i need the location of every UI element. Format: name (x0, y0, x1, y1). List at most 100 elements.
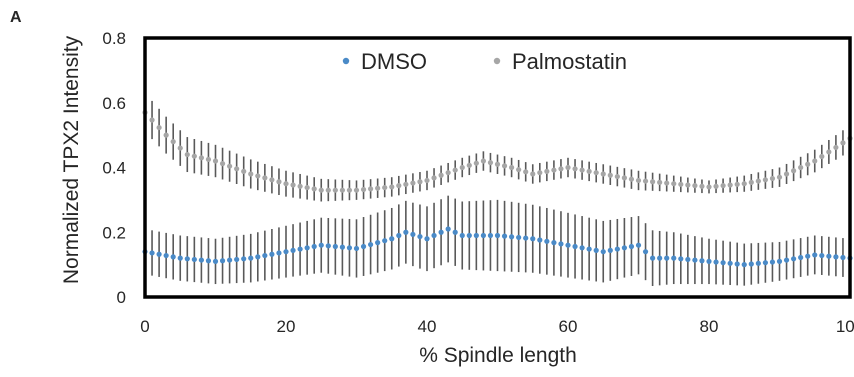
data-point (198, 257, 204, 263)
data-point (255, 254, 261, 260)
data-point (424, 236, 430, 242)
data-point (466, 232, 472, 239)
data-point (755, 260, 761, 266)
data-point (544, 238, 550, 244)
data-point (332, 187, 338, 193)
data-point (523, 235, 529, 241)
data-point (509, 234, 515, 240)
data-point (431, 232, 437, 239)
data-point (614, 173, 620, 180)
x-tick-label: 80 (700, 317, 719, 336)
data-point (149, 117, 155, 123)
data-point (600, 171, 606, 177)
data-point (403, 229, 409, 235)
data-point (424, 177, 430, 184)
data-point (642, 249, 649, 255)
data-point (156, 251, 162, 257)
data-point (530, 236, 536, 242)
data-point (290, 247, 296, 253)
data-point (805, 161, 811, 167)
data-point (607, 247, 613, 253)
data-point (170, 139, 176, 145)
series-palmostatin (142, 93, 853, 202)
data-point (776, 258, 783, 264)
data-point (678, 256, 684, 262)
data-point (368, 241, 374, 248)
data-point (283, 181, 289, 187)
data-point (438, 229, 444, 235)
data-point (819, 252, 825, 259)
data-point (812, 158, 818, 164)
data-point (234, 256, 240, 263)
data-point (509, 164, 515, 171)
data-point (607, 172, 613, 178)
data-point (346, 245, 353, 251)
data-point (586, 168, 592, 174)
legend: DMSO Palmostatin (342, 49, 627, 74)
x-tick-label: 0 (140, 317, 149, 336)
data-point (579, 245, 585, 251)
data-point (516, 167, 522, 173)
data-point (501, 233, 508, 239)
data-point (219, 161, 226, 167)
data-point (311, 243, 317, 250)
data-point (156, 124, 162, 131)
y-tick-label: 0 (117, 288, 126, 307)
data-point (269, 251, 275, 257)
data-point (459, 232, 465, 239)
data-point (438, 172, 444, 178)
data-point (170, 254, 176, 260)
data-point (311, 186, 317, 192)
data-point (389, 184, 395, 190)
data-point (177, 145, 183, 151)
panel-label: A (10, 9, 22, 26)
data-point (494, 161, 501, 167)
data-point (353, 187, 360, 193)
data-point (466, 162, 472, 168)
data-point (473, 160, 479, 166)
data-point (452, 229, 458, 235)
data-point (650, 255, 656, 261)
data-point (805, 253, 811, 259)
data-point (459, 164, 465, 171)
data-point (191, 153, 197, 159)
data-point (360, 243, 367, 250)
data-point (755, 178, 761, 184)
data-point (523, 169, 529, 175)
data-point (840, 140, 846, 146)
data-point (565, 242, 571, 248)
data-point (762, 260, 769, 266)
data-point (692, 183, 698, 189)
data-point (375, 240, 381, 246)
data-point (177, 255, 183, 261)
data-point (826, 149, 832, 155)
data-point (473, 232, 479, 239)
data-point (389, 236, 395, 242)
data-point (318, 242, 324, 248)
data-point (544, 168, 550, 174)
data-point (650, 179, 656, 185)
data-point (798, 164, 804, 171)
data-point (241, 168, 247, 174)
data-point (600, 249, 606, 255)
data-point (635, 177, 642, 184)
data-point (396, 232, 402, 239)
data-point (325, 187, 331, 193)
data-point (480, 232, 486, 239)
data-point (664, 180, 670, 186)
data-point (304, 184, 310, 191)
plot-frame (143, 36, 852, 299)
data-point (537, 170, 543, 176)
data-point (227, 257, 233, 263)
data-point (621, 175, 628, 181)
data-point (614, 246, 620, 252)
data-point (833, 144, 839, 151)
data-point (727, 182, 733, 188)
x-axis-title: % Spindle length (419, 344, 577, 367)
data-point (248, 255, 254, 261)
data-point (657, 179, 663, 185)
data-point (593, 170, 599, 176)
data-point (241, 256, 247, 262)
data-point (530, 171, 536, 177)
